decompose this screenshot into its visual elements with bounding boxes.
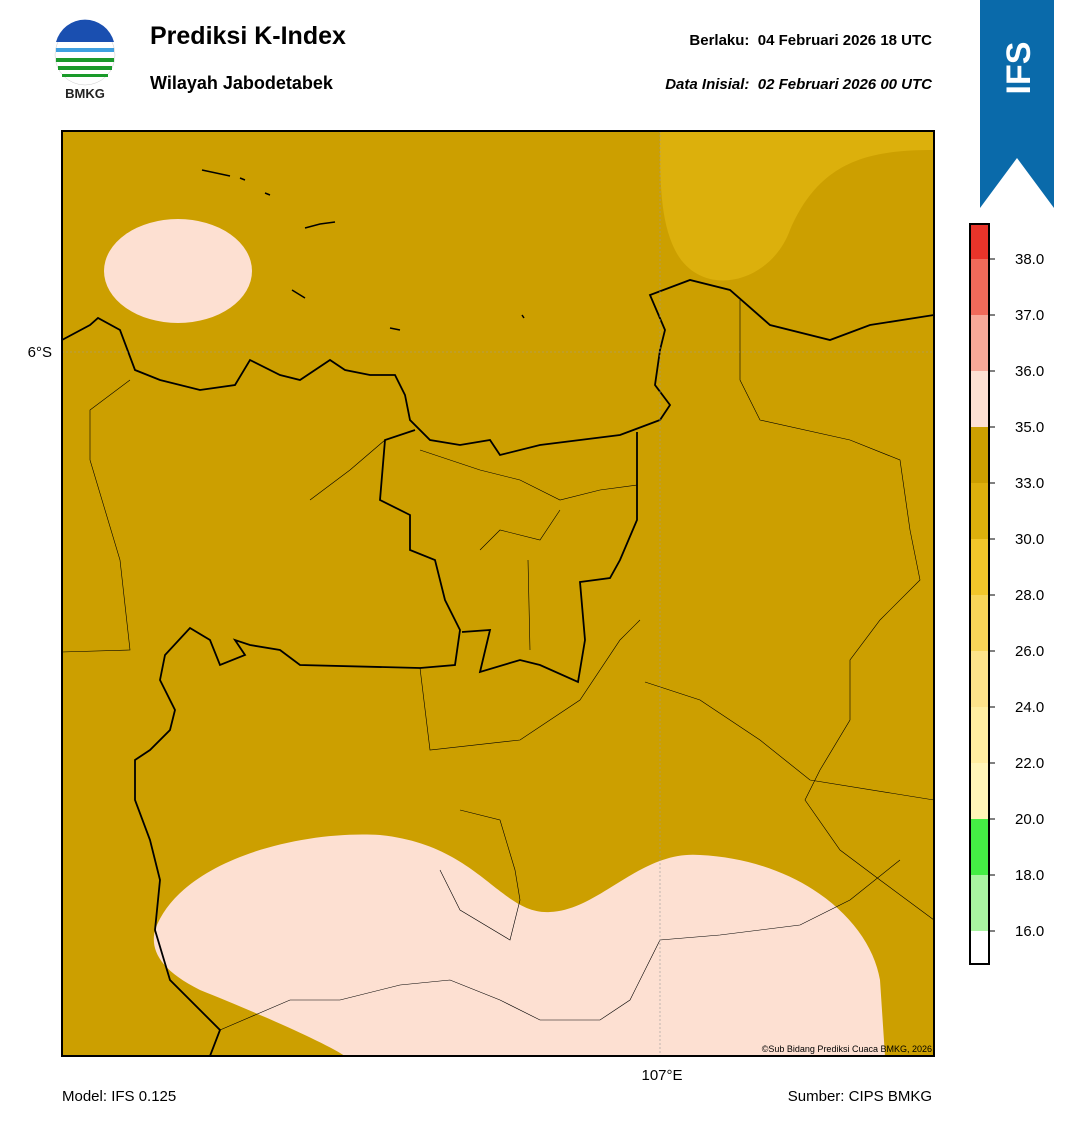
colorbar-segment: [970, 315, 989, 371]
bmkg-logo: BMKG: [54, 19, 116, 101]
model-label: Model: IFS 0.125: [62, 1088, 176, 1105]
map: ©Sub Bidang Prediksi Cuaca BMKG, 2026: [62, 131, 934, 1056]
colorbar-tick-label: 26.0: [1015, 643, 1044, 660]
colorbar-tick-label: 38.0: [1015, 251, 1044, 268]
colorbar-tick-label: 37.0: [1015, 307, 1044, 324]
model-badge: [980, 0, 1054, 208]
colorbar-segment: [970, 595, 989, 651]
colorbar-segment: [970, 651, 989, 707]
colorbar-segment: [970, 819, 989, 875]
colorbar-frame: [969, 223, 990, 965]
colorbar-segment: [970, 763, 989, 819]
colorbar-segment: [970, 539, 989, 595]
colorbar-tick-label: 36.0: [1015, 363, 1044, 380]
colorbar-tick-label: 22.0: [1015, 755, 1044, 772]
colorbar-segment: [970, 875, 989, 931]
map-frame: [61, 130, 935, 1057]
title: Prediksi K-Index: [150, 22, 346, 50]
colorbar-segment: [970, 259, 989, 315]
subtitle: Wilayah Jabodetabek: [150, 73, 334, 93]
colorbar-tick-label: 35.0: [1015, 419, 1044, 436]
colorbar-tick-label: 20.0: [1015, 811, 1044, 828]
lon-label: 107°E: [641, 1067, 682, 1084]
colorbar-tick-label: 24.0: [1015, 699, 1044, 716]
init-time: Data Inisial: 02 Februari 2026 00 UTC: [665, 76, 933, 93]
valid-time: Berlaku: 04 Februari 2026 18 UTC: [689, 32, 932, 49]
colorbar-segment: [970, 483, 989, 539]
colorbar-segment: [970, 427, 989, 483]
colorbar-tick-label: 33.0: [1015, 475, 1044, 492]
colorbar-tick-label: 18.0: [1015, 867, 1044, 884]
source-label: Sumber: CIPS BMKG: [788, 1088, 932, 1105]
colorbar-segment: [970, 707, 989, 763]
logo-text: BMKG: [65, 86, 105, 101]
colorbar-tick-label: 30.0: [1015, 531, 1044, 548]
lat-label: 6°S: [28, 344, 52, 361]
map-credit: ©Sub Bidang Prediksi Cuaca BMKG, 2026: [762, 1044, 932, 1054]
colorbar-tick-label: 16.0: [1015, 923, 1044, 940]
colorbar-segment: [970, 224, 989, 259]
colorbar: 16.0 18.0 20.0 22.0 24.0 26.0 28.0 30.0 33.0 35.0…: [969, 223, 1044, 965]
colorbar-tick-label: 28.0: [1015, 587, 1044, 604]
colorbar-segment: [970, 371, 989, 427]
colorbar-segment: [970, 931, 989, 964]
badge-text: IFS: [1000, 42, 1038, 95]
